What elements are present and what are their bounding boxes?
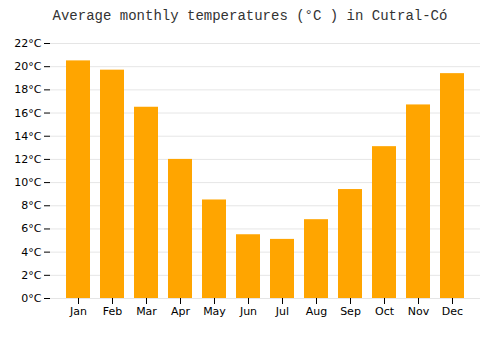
svg-text:20°C: 20°C [14, 60, 41, 73]
svg-text:22°C: 22°C [14, 37, 41, 50]
svg-text:4°C: 4°C [21, 246, 41, 259]
svg-text:May: May [203, 305, 226, 318]
svg-text:8°C: 8°C [21, 199, 41, 212]
svg-text:14°C: 14°C [14, 130, 41, 143]
svg-text:Dec: Dec [442, 305, 463, 318]
svg-text:16°C: 16°C [14, 107, 41, 120]
svg-text:2°C: 2°C [21, 269, 41, 282]
svg-text:Jun: Jun [239, 305, 257, 318]
svg-text:0°C: 0°C [21, 292, 41, 305]
svg-text:18°C: 18°C [14, 83, 41, 96]
svg-text:Apr: Apr [171, 305, 191, 318]
svg-text:10°C: 10°C [14, 176, 41, 189]
svg-text:Sep: Sep [340, 305, 361, 318]
svg-text:12°C: 12°C [14, 153, 41, 166]
html-text:Average monthly temperatures (: Average monthly temperatures (°C ) in Cu… [52, 8, 448, 24]
svg-text:Jan: Jan [69, 305, 87, 318]
svg-text:Nov: Nov [408, 305, 430, 318]
svg-text:Jul: Jul [275, 305, 289, 318]
svg-text:Feb: Feb [103, 305, 122, 318]
svg-text:6°C: 6°C [21, 222, 41, 235]
svg-text:Aug: Aug [306, 305, 327, 318]
svg-text:Mar: Mar [136, 305, 157, 318]
svg-text:Oct: Oct [375, 305, 395, 318]
